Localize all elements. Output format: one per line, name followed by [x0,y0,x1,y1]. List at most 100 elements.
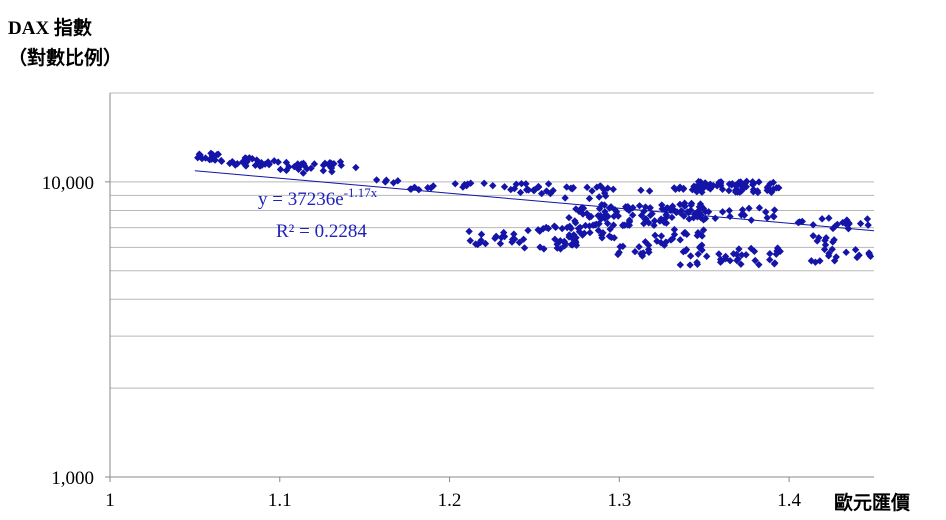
data-point [749,185,758,194]
data-point [853,253,861,262]
data-point [657,232,666,240]
tick-labels: 1 1.1 1.2 1.3 1.4 1,000 10,000 [42,173,802,511]
y-axis-label-line1: DAX 指數 [8,18,92,39]
data-point [568,234,577,243]
data-point [687,206,695,214]
data-point [813,237,821,245]
data-point [762,208,770,216]
data-point [830,257,839,265]
data-point [670,184,678,192]
data-point [711,214,719,222]
data-point [592,220,601,228]
data-point [476,238,485,247]
data-point [607,203,615,211]
data-point [725,206,733,215]
data-point [631,247,639,256]
trendline-equation: y = 37236e-1.17x [258,185,378,210]
data-point [650,217,659,225]
data-point [604,184,612,192]
data-point [567,224,575,233]
data-point [276,165,285,174]
data-point [549,186,557,195]
data-point [716,258,725,266]
data-point [201,154,210,162]
data-point [770,260,779,268]
data-point [755,178,763,186]
data-point [451,180,459,188]
trendline [194,170,875,232]
data-point [610,212,618,220]
data-point [683,230,691,239]
data-point [825,214,833,222]
data-point [693,188,701,196]
data-point [609,185,617,193]
data-point [605,232,614,240]
data-point [755,261,763,269]
data-point [569,184,578,192]
data-point [751,256,759,265]
data-point [585,194,594,203]
data-point [635,202,644,210]
data-point [676,236,684,244]
data-point [863,215,872,223]
data-point [641,238,650,246]
data-point [740,211,749,219]
data-point [640,207,648,216]
data-point [842,248,850,256]
data-point [748,178,757,186]
data-point [572,241,581,249]
data-point [560,237,568,246]
data-point [583,209,591,218]
data-point [685,215,693,223]
data-point [606,225,614,233]
data-point [381,178,389,186]
data-point [583,183,591,192]
data-point [410,183,419,191]
data-point [427,184,435,192]
data-point [609,221,618,229]
data-point [285,163,293,171]
data-point [679,184,688,193]
data-point [595,193,603,201]
data-point [645,248,653,256]
data-point [562,183,571,191]
data-point [742,251,750,259]
data-point [640,219,648,228]
data-point [500,183,509,191]
axes [105,93,874,482]
data-point [653,237,661,245]
x-tick-label: 1.2 [438,490,462,511]
data-point [603,219,612,228]
data-point [763,184,772,192]
data-point [772,250,780,258]
data-point [693,231,701,240]
data-point [668,213,676,222]
data-point [522,186,531,194]
data-point [352,163,360,172]
data-point [747,244,755,253]
data-point [687,201,695,209]
y-tick-label: 1,000 [51,468,94,489]
data-point [680,199,689,207]
data-point [389,179,398,187]
data-point [816,257,824,265]
data-point [629,211,637,219]
data-point [766,256,774,264]
data-point [770,206,779,214]
data-point [510,230,518,238]
data-point [728,181,736,189]
data-point [657,215,665,223]
data-point [658,201,666,209]
data-point [531,185,539,194]
data-point [637,186,645,194]
data-point [734,255,742,263]
data-point [851,246,860,254]
x-tick-label: 1 [105,490,115,511]
data-point [270,157,278,165]
data-point [524,226,532,235]
data-point [327,164,336,172]
data-point [544,180,553,188]
y-tick-label: 10,000 [42,173,94,194]
data-point [682,247,690,255]
data-point [481,239,490,248]
